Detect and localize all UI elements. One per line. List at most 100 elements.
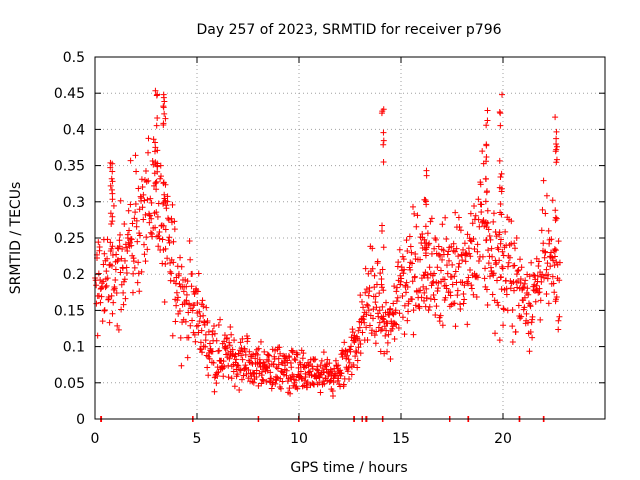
data-point xyxy=(485,260,492,267)
data-point xyxy=(128,235,135,242)
data-point xyxy=(487,236,494,243)
data-point xyxy=(353,349,360,356)
data-point xyxy=(286,385,293,392)
data-point xyxy=(409,296,416,303)
data-point xyxy=(401,266,408,273)
data-point xyxy=(483,219,490,226)
data-point xyxy=(275,355,282,362)
data-point xyxy=(550,280,557,287)
data-point xyxy=(335,362,342,369)
data-point xyxy=(478,201,485,208)
data-point xyxy=(127,201,134,208)
data-point xyxy=(529,334,536,341)
data-point xyxy=(497,122,504,129)
data-point xyxy=(474,241,481,248)
data-point xyxy=(468,282,475,289)
data-point xyxy=(399,314,406,321)
data-point xyxy=(121,276,128,283)
y-tick-label: 0.05 xyxy=(54,376,85,392)
data-point xyxy=(191,301,198,308)
data-point xyxy=(434,264,441,271)
data-point xyxy=(258,380,265,387)
data-point xyxy=(427,295,434,302)
data-point xyxy=(456,223,463,230)
x-axis-label: GPS time / hours xyxy=(290,460,407,476)
data-point xyxy=(291,355,298,362)
data-point xyxy=(468,285,475,292)
data-point xyxy=(96,292,103,299)
data-point xyxy=(517,276,524,283)
data-point xyxy=(239,335,246,342)
data-point xyxy=(122,295,129,302)
data-point xyxy=(171,226,178,233)
data-point xyxy=(425,307,432,314)
data-point xyxy=(160,179,167,186)
data-point xyxy=(421,289,428,296)
data-point xyxy=(538,227,545,234)
data-point xyxy=(298,375,305,382)
data-point xyxy=(380,129,387,136)
data-point xyxy=(243,370,250,377)
data-point xyxy=(313,375,320,382)
data-point xyxy=(502,277,509,284)
data-point xyxy=(372,299,379,306)
y-tick-label: 0.45 xyxy=(54,86,85,102)
data-point xyxy=(489,253,496,260)
data-point xyxy=(461,296,468,303)
data-point xyxy=(394,284,401,291)
data-point xyxy=(321,369,328,376)
data-point xyxy=(484,301,491,308)
data-point xyxy=(391,320,398,327)
data-point xyxy=(435,279,442,286)
data-point xyxy=(104,236,111,243)
data-point xyxy=(375,313,382,320)
data-point xyxy=(194,300,201,307)
data-point xyxy=(387,305,394,312)
data-point xyxy=(204,317,211,324)
data-point xyxy=(461,282,468,289)
data-point xyxy=(483,286,490,293)
data-point xyxy=(371,332,378,339)
data-point xyxy=(364,336,371,343)
data-point xyxy=(165,216,172,223)
data-point xyxy=(544,260,551,267)
data-point xyxy=(133,217,140,224)
data-point xyxy=(187,322,194,329)
data-point xyxy=(205,372,212,379)
data-point xyxy=(365,307,372,314)
data-point xyxy=(555,326,562,333)
data-point xyxy=(494,299,501,306)
data-point xyxy=(513,235,520,242)
data-point xyxy=(302,373,309,380)
data-point xyxy=(533,282,540,289)
data-point xyxy=(471,246,478,253)
data-point xyxy=(211,330,218,337)
data-point xyxy=(430,292,437,299)
data-point xyxy=(346,376,353,383)
data-point xyxy=(138,176,145,183)
data-point xyxy=(108,245,115,252)
data-point xyxy=(317,389,324,396)
data-point xyxy=(278,359,285,366)
data-point xyxy=(451,273,458,280)
data-point xyxy=(145,177,152,184)
data-point xyxy=(165,215,172,222)
data-point xyxy=(509,307,516,314)
data-point xyxy=(294,385,301,392)
data-point xyxy=(134,238,141,245)
data-point xyxy=(117,197,124,204)
data-point xyxy=(153,209,160,216)
data-point xyxy=(309,363,316,370)
data-point xyxy=(162,226,169,233)
data-point xyxy=(369,265,376,272)
data-point xyxy=(109,190,116,197)
data-point xyxy=(490,210,497,217)
data-point xyxy=(526,348,533,355)
data-point xyxy=(395,325,402,332)
data-point xyxy=(278,368,285,375)
data-point xyxy=(410,331,417,338)
data-point xyxy=(279,378,286,385)
data-point xyxy=(364,302,371,309)
data-point xyxy=(399,292,406,299)
data-point xyxy=(104,275,111,282)
